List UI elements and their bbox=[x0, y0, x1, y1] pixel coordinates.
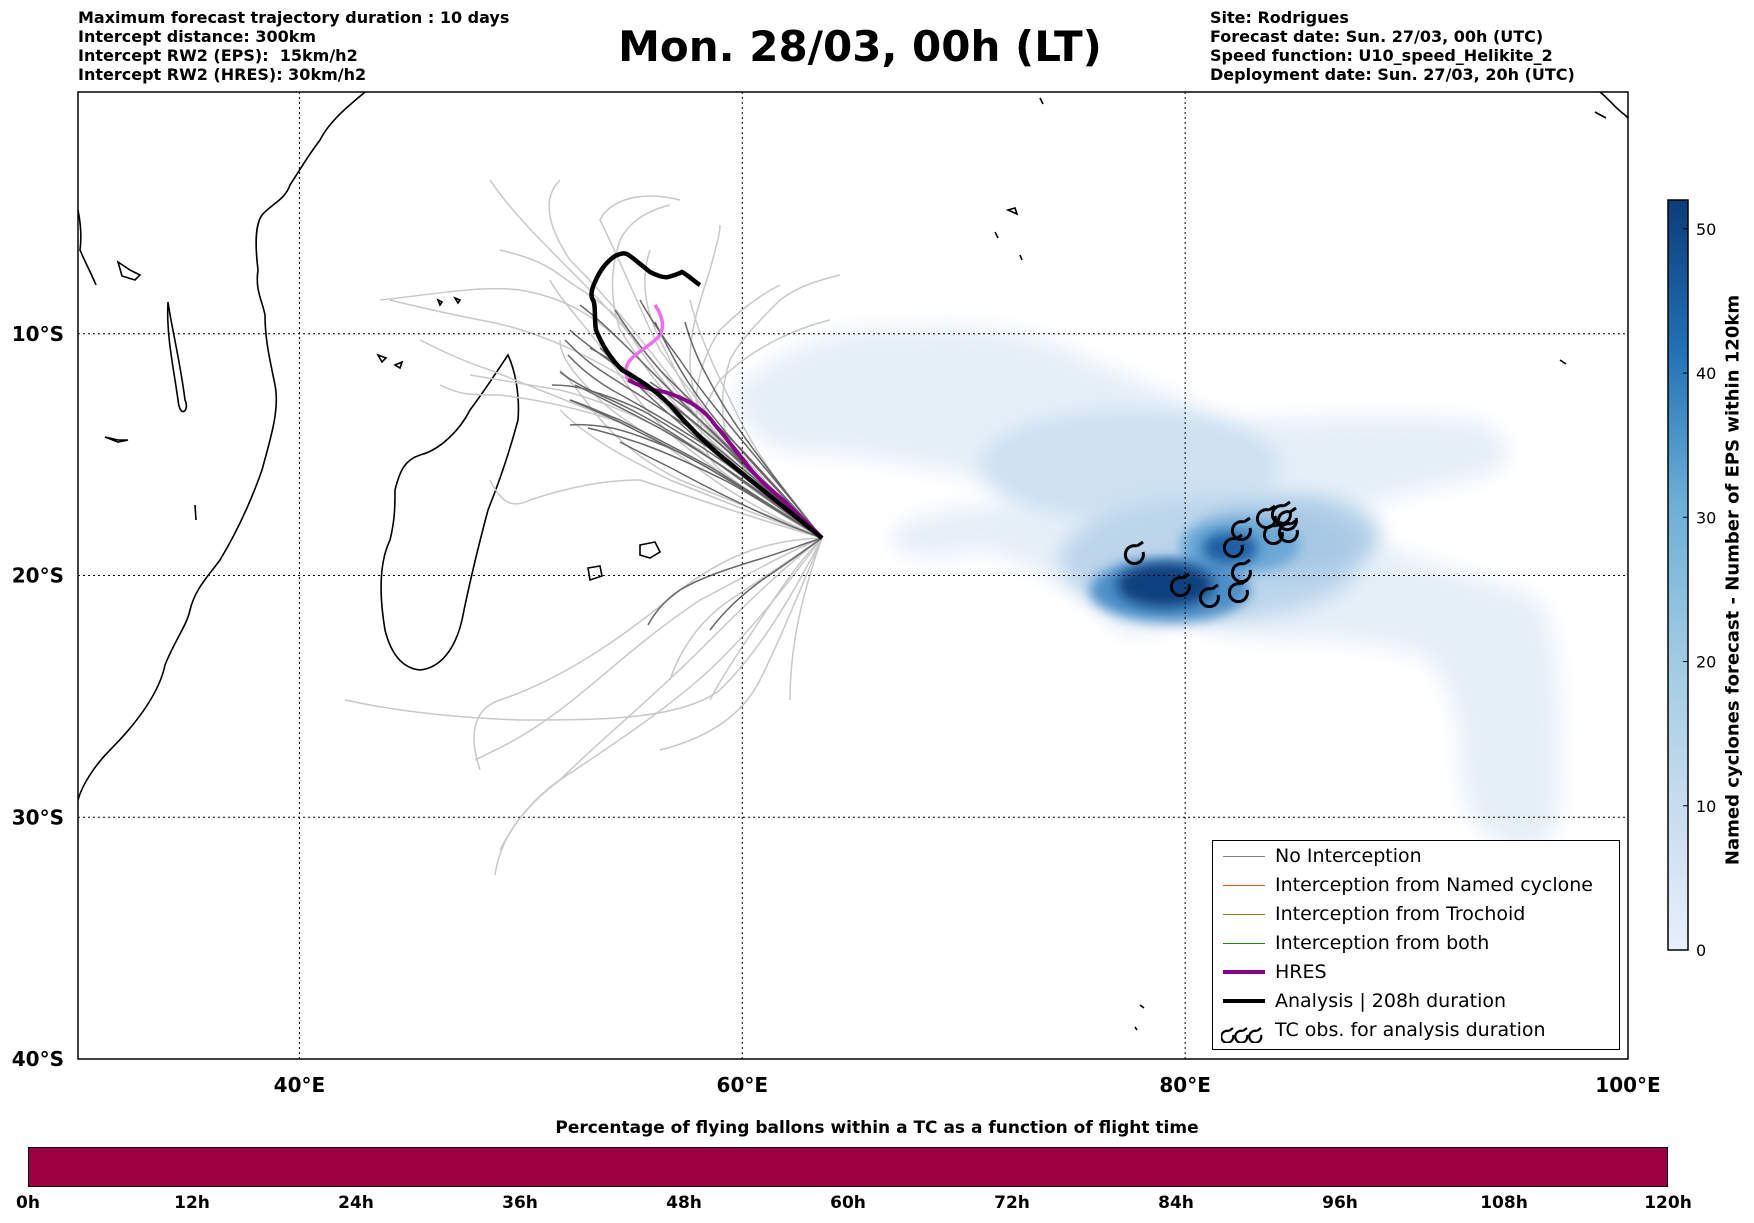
header-right-line: Speed function: U10_speed_Helikite_2 bbox=[1210, 46, 1553, 65]
pct-tick-label: 36h bbox=[502, 1193, 538, 1213]
header-right-line: Site: Rodrigues bbox=[1210, 8, 1349, 27]
lat-tick-labels: 10°S 20°S 30°S 40°S bbox=[12, 322, 64, 1071]
legend-swatch bbox=[1223, 914, 1265, 915]
legend-item-analysis: Analysis | 208h duration bbox=[1213, 988, 1619, 1016]
pct-tick-label: 24h bbox=[338, 1193, 374, 1213]
legend-label: No Interception bbox=[1275, 845, 1422, 867]
legend-item-no-interception: No Interception bbox=[1213, 843, 1619, 871]
lat-tick-label: 20°S bbox=[12, 564, 64, 588]
lon-tick-label: 40°E bbox=[274, 1073, 326, 1097]
header-left-line: Intercept RW2 (HRES): 30km/h2 bbox=[78, 65, 367, 84]
header-left-info: Maximum forecast trajectory duration : 1… bbox=[78, 8, 509, 84]
header-left-line: Intercept RW2 (EPS): 15km/h2 bbox=[78, 46, 358, 65]
lat-tick-label: 30°S bbox=[12, 805, 64, 829]
legend-label: Analysis | 208h duration bbox=[1275, 990, 1507, 1012]
colorbar-tick-label: 50 bbox=[1696, 220, 1716, 239]
legend-label: TC obs. for analysis duration bbox=[1275, 1019, 1546, 1041]
legend-item-tc-obs: TC obs. for analysis duration bbox=[1213, 1017, 1619, 1045]
pct-tick-label: 72h bbox=[994, 1193, 1030, 1213]
legend-label: Interception from both bbox=[1275, 932, 1490, 954]
cyclone-density-field bbox=[736, 326, 1560, 850]
lat-tick-label: 40°S bbox=[12, 1047, 64, 1071]
lon-tick-label: 80°E bbox=[1159, 1073, 1211, 1097]
eps-tracks-no-interception bbox=[551, 299, 823, 631]
legend: No Interception Interception from Named … bbox=[1212, 840, 1620, 1050]
hres-track-start bbox=[624, 303, 665, 381]
colorbar-tick-label: 10 bbox=[1696, 797, 1716, 816]
lon-tick-label: 60°E bbox=[717, 1073, 769, 1097]
header-right-line: Forecast date: Sun. 27/03, 00h (UTC) bbox=[1210, 27, 1544, 46]
pct-bar bbox=[28, 1147, 1668, 1187]
tc-obs-icon bbox=[1221, 1027, 1263, 1043]
legend-swatch bbox=[1223, 970, 1265, 974]
colorbar-label: Named cyclones forecast - Number of EPS … bbox=[1722, 294, 1744, 866]
colorbar-tick-label: 40 bbox=[1696, 364, 1716, 383]
pct-tick-label: 96h bbox=[1322, 1193, 1358, 1213]
lon-tick-labels: 40°E 60°E 80°E 100°E bbox=[274, 1073, 1661, 1097]
legend-swatch bbox=[1223, 885, 1265, 886]
legend-item-named-cyclone: Interception from Named cyclone bbox=[1213, 872, 1619, 900]
map-title: Mon. 28/03, 00h (LT) bbox=[618, 22, 1102, 71]
colorbar bbox=[1667, 199, 1689, 951]
lon-tick-label: 100°E bbox=[1595, 1073, 1660, 1097]
legend-item-trochoid: Interception from Trochoid bbox=[1213, 901, 1619, 929]
header-left-line: Maximum forecast trajectory duration : 1… bbox=[78, 8, 510, 27]
legend-item-hres: HRES bbox=[1213, 959, 1619, 987]
pct-tick-label: 0h bbox=[16, 1193, 40, 1213]
lat-tick-label: 10°S bbox=[12, 322, 64, 346]
analysis-track bbox=[589, 251, 824, 540]
map-grid bbox=[78, 92, 1628, 1059]
legend-label: Interception from Named cyclone bbox=[1275, 874, 1593, 896]
map-area bbox=[78, 92, 1628, 1059]
legend-item-both: Interception from both bbox=[1213, 930, 1619, 958]
pct-tick-label: 48h bbox=[666, 1193, 702, 1213]
colorbar-ticks: 0 10 20 30 40 50 bbox=[1683, 220, 1716, 960]
colorbar-tick-label: 30 bbox=[1696, 508, 1716, 527]
header-left-line: Intercept distance: 300km bbox=[78, 27, 317, 46]
header-right-info: Site: Rodrigues Forecast date: Sun. 27/0… bbox=[1210, 8, 1575, 84]
header-right-line: Deployment date: Sun. 27/03, 20h (UTC) bbox=[1210, 65, 1575, 84]
colorbar-tick-label: 20 bbox=[1696, 653, 1716, 672]
pct-bar-title: Percentage of flying ballons within a TC… bbox=[555, 1118, 1199, 1138]
tc-obs-symbols bbox=[1123, 500, 1299, 609]
map-frame bbox=[77, 91, 1629, 1060]
hres-track bbox=[627, 378, 824, 540]
legend-swatch bbox=[1223, 856, 1265, 857]
legend-label: Interception from Trochoid bbox=[1275, 903, 1526, 925]
pct-tick-label: 60h bbox=[830, 1193, 866, 1213]
pct-tick-label: 12h bbox=[174, 1193, 210, 1213]
pct-tick-label: 108h bbox=[1480, 1193, 1528, 1213]
legend-swatch bbox=[1223, 943, 1265, 944]
legend-label: HRES bbox=[1275, 961, 1327, 983]
pct-tick-label: 84h bbox=[1158, 1193, 1194, 1213]
colorbar-tick-label: 0 bbox=[1696, 941, 1706, 960]
legend-swatch bbox=[1223, 999, 1265, 1003]
pct-tick-label: 120h bbox=[1644, 1193, 1692, 1213]
